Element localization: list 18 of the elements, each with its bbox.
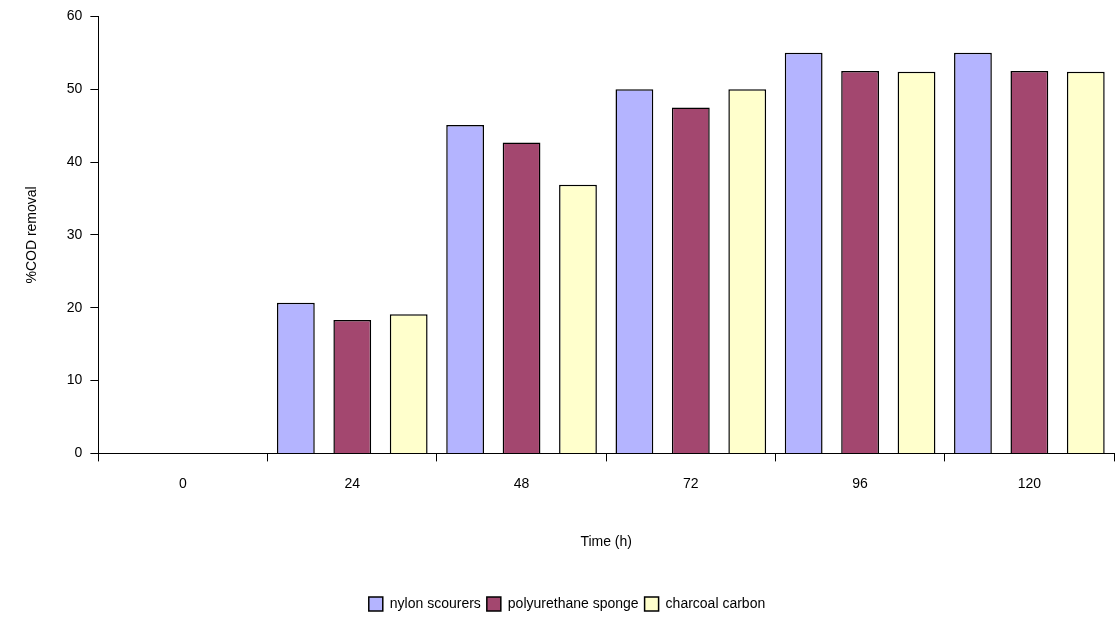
y-tick-label: 20 <box>66 298 83 315</box>
x-tick-label: 48 <box>513 474 530 491</box>
x-tick-label: 0 <box>179 474 188 491</box>
y-tick-label: 50 <box>66 80 83 97</box>
x-axis-title: Time (h) <box>580 533 632 550</box>
legend-label: nylon scourers <box>389 594 481 611</box>
y-tick-label: 60 <box>66 7 83 24</box>
x-tick-label: 72 <box>683 474 699 491</box>
x-tick-label: 120 <box>1017 474 1042 491</box>
x-tick-label: 96 <box>852 474 869 491</box>
y-tick-label: 30 <box>66 225 83 242</box>
legend-label: charcoal carbon <box>665 594 766 611</box>
legend-label: polyurethane sponge <box>507 594 639 611</box>
y-tick-label: 10 <box>66 371 83 388</box>
y-tick-label: 40 <box>66 152 83 169</box>
x-tick-label: 24 <box>344 474 361 491</box>
y-tick-label: 0 <box>74 444 83 461</box>
y-axis-title: %COD removal <box>23 186 40 284</box>
